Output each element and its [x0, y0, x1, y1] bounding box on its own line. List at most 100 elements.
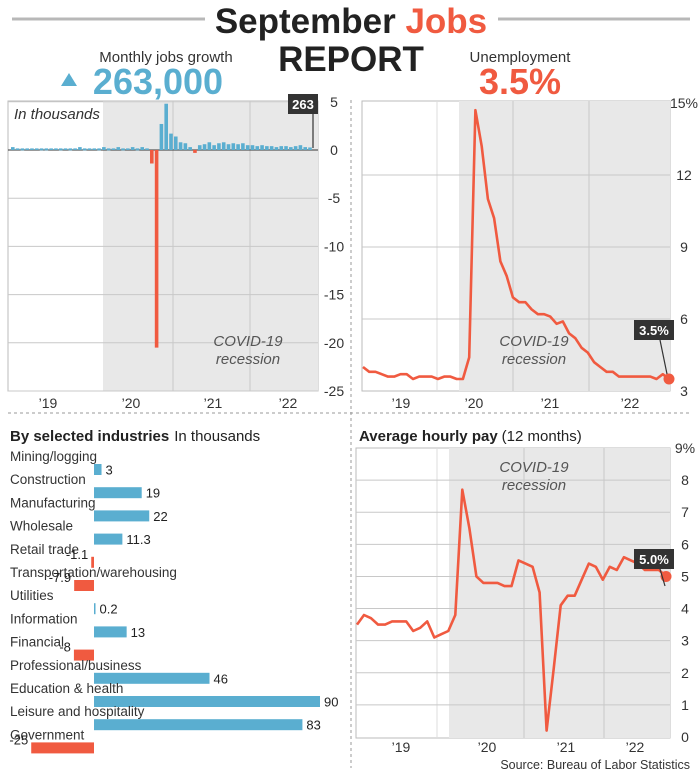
callout-box — [634, 549, 674, 569]
bar — [78, 147, 82, 150]
industry-bar — [31, 742, 94, 754]
y-tick-label: 15% — [670, 95, 698, 111]
bar — [121, 148, 125, 151]
bar — [250, 145, 255, 150]
x-tick-label: ’19 — [392, 739, 411, 755]
y-tick-label: 1 — [681, 697, 689, 713]
unemployment-label: Unemployment — [470, 49, 572, 66]
bar — [169, 133, 173, 150]
industry-label: Manufacturing — [10, 495, 96, 510]
bar — [241, 143, 245, 150]
hourly-pay-title: Average hourly pay (12 months) — [359, 428, 582, 445]
header: September Jobs REPORT Monthly jobs growt… — [12, 2, 690, 102]
industry-bar — [94, 672, 210, 684]
bar — [255, 146, 260, 150]
callout-box — [288, 94, 318, 114]
x-tick-label: ’20 — [478, 739, 497, 755]
bar — [140, 147, 145, 150]
y-tick-label: 7 — [681, 504, 689, 520]
y-tick-label: 5 — [681, 568, 689, 584]
bar — [221, 142, 226, 150]
bar — [217, 143, 221, 150]
industry-bar — [94, 719, 303, 731]
bar — [293, 146, 298, 150]
bar — [197, 145, 202, 150]
y-tick-label: 4 — [681, 601, 689, 617]
recession-label-line2: recession — [502, 351, 566, 368]
value-label: 22 — [153, 509, 167, 524]
industry-bar — [94, 603, 96, 615]
y-axis: 15% 12 9 6 3 — [670, 95, 698, 399]
industry-label: Retail trade — [10, 542, 79, 557]
hourly-pay-chart: Average hourly pay (12 months) 9% 8 7 6 5 4 3 2 1… — [355, 428, 695, 755]
y-axis: 5 0 -5 -10 -15 -20 -25 — [324, 94, 344, 399]
series-line-path — [362, 108, 670, 381]
x-axis: ’19 ’20 ’21 ’22 — [392, 395, 640, 411]
recession-shade — [449, 448, 670, 738]
callout-leader — [659, 339, 668, 375]
industry-label: Mining/logging — [10, 449, 97, 464]
x-tick-label: ’21 — [557, 739, 576, 755]
bar — [269, 146, 274, 150]
bar — [188, 147, 192, 150]
bar — [308, 147, 312, 150]
industries-chart: By selected industries In thousands Minin… — [9, 428, 338, 754]
x-tick-label: ’22 — [279, 395, 298, 411]
bar — [178, 142, 183, 150]
x-tick-label: ’22 — [626, 739, 645, 755]
bar — [116, 147, 121, 150]
value-label: -25 — [9, 732, 28, 747]
bar — [226, 144, 231, 150]
bar — [279, 146, 284, 150]
y-tick-label: -15 — [324, 287, 344, 303]
industry-bar — [94, 464, 102, 475]
recession-label-line1: COVID-19 — [499, 459, 569, 476]
source-note: Source: Bureau of Labor Statistics — [500, 758, 690, 772]
jobs-growth-value: 263,000 — [93, 61, 223, 102]
y-tick-label: -5 — [328, 190, 341, 206]
unemployment-chart: 15% 12 9 6 3 ’19 ’20 ’21 ’22 COVID-19 recession… — [361, 95, 698, 411]
y-tick-label: 8 — [681, 472, 689, 488]
industry-label: Leisure and hospitality — [10, 704, 145, 719]
gridlines — [362, 101, 670, 391]
bar — [11, 147, 15, 150]
gridlines — [356, 448, 670, 738]
value-label: 83 — [306, 718, 320, 733]
bar — [245, 145, 250, 150]
value-label: 11.3 — [126, 532, 150, 547]
bar — [284, 146, 288, 150]
bar — [289, 147, 293, 150]
bar — [58, 148, 63, 151]
bar — [25, 148, 29, 150]
industry-bar — [73, 649, 94, 661]
industry-label: Transportation/warehousing — [10, 565, 177, 580]
industry-label: Education & health — [10, 681, 123, 696]
page-title: September Jobs — [215, 2, 487, 41]
bar — [39, 148, 44, 151]
y-tick-label: -25 — [324, 383, 344, 399]
bar — [303, 147, 308, 150]
recession-label-line1: COVID-19 — [213, 333, 283, 350]
industry-bar — [94, 487, 142, 499]
bar — [49, 148, 53, 150]
bar — [183, 143, 188, 150]
industry-label: Financial — [10, 635, 64, 650]
monthly-jobs-chart: 5 0 -5 -10 -15 -20 -25 ’19 ’20 ’21 ’22 In thousan… — [7, 94, 344, 411]
bar — [15, 148, 20, 150]
industry-label: Utilities — [10, 588, 54, 603]
industry-label: Construction — [10, 472, 86, 487]
value-label: 90 — [324, 695, 338, 710]
page-title-line2: REPORT — [278, 40, 424, 79]
bar — [126, 148, 130, 150]
bar — [173, 136, 178, 150]
up-arrow-icon — [61, 73, 77, 86]
bar — [207, 142, 212, 150]
x-tick-label: ’19 — [39, 395, 58, 411]
bar — [145, 148, 149, 150]
value-label: -7.9 — [49, 570, 71, 585]
callout: 263 — [288, 94, 318, 148]
y-tick-label: -20 — [324, 335, 344, 351]
bars — [11, 103, 312, 348]
bar — [68, 148, 73, 151]
bar — [298, 145, 303, 150]
